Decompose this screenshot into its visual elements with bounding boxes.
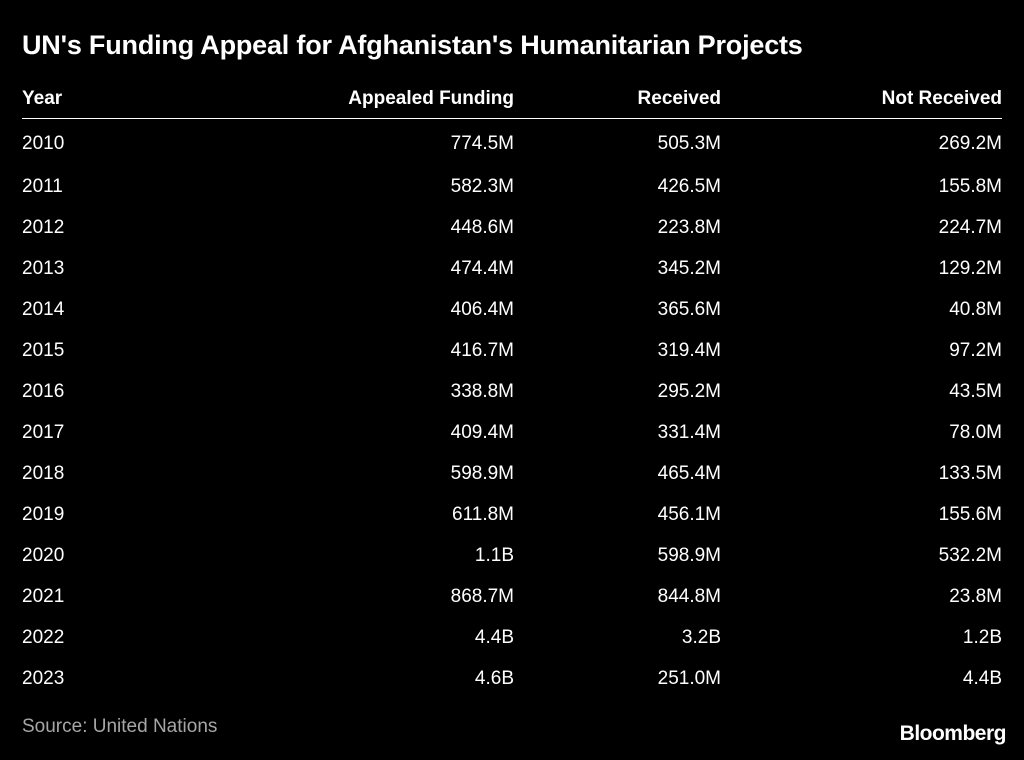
not-received-cell: 269.2M <box>938 133 1002 154</box>
not-received-cell: 43.5M <box>949 380 1002 402</box>
source-note: Source: United Nations <box>22 716 218 737</box>
table-row: 2018 598.9M 465.4M 133.5M <box>22 453 1002 494</box>
appealed-funding-cell: 338.8M <box>450 380 514 402</box>
not-received-cell: 4.4B <box>962 667 1002 689</box>
received-cell: 345.2M <box>657 257 721 279</box>
not-received-cell: 155.6M <box>938 503 1002 525</box>
column-header-year: Year <box>22 80 212 119</box>
bloomberg-logo: Bloomberg <box>899 722 1007 745</box>
appealed-funding-cell: 416.7M <box>450 339 514 361</box>
appealed-funding-cell: 4.6B <box>474 667 514 689</box>
column-header-appealed-funding: Appealed Funding <box>212 80 514 119</box>
not-received-cell: 78.0M <box>949 421 1002 443</box>
not-received-cell: 133.5M <box>938 462 1002 484</box>
not-received-cell: 1.2B <box>962 626 1002 648</box>
not-received-cell: 532.2M <box>938 544 1002 566</box>
table-row: 2020 1.1B 598.9M 532.2M <box>22 535 1002 576</box>
appealed-funding-cell: 4.4B <box>474 626 514 648</box>
table-header: Year Appealed Funding Received Not Recei… <box>22 80 1002 119</box>
year-cell: 2013 <box>22 257 65 279</box>
year-cell: 2018 <box>22 462 65 484</box>
year-cell: 2020 <box>22 544 65 566</box>
received-cell: 251.0M <box>657 667 721 689</box>
appealed-funding-cell: 409.4M <box>450 421 514 443</box>
table-row: 2022 4.4B 3.2B 1.2B <box>22 617 1002 658</box>
appealed-funding-cell: 598.9M <box>450 462 514 484</box>
not-received-cell: 224.7M <box>938 216 1002 238</box>
appealed-funding-cell: 774.5M <box>450 133 514 154</box>
appealed-funding-cell: 474.4M <box>450 257 514 279</box>
received-cell: 319.4M <box>657 339 721 361</box>
appealed-funding-cell: 868.7M <box>450 585 514 607</box>
table-row: 2011 582.3M 426.5M 155.8M <box>22 166 1002 207</box>
funding-table-container: Year Appealed Funding Received Not Recei… <box>22 80 1002 699</box>
table-row: 2016 338.8M 295.2M 43.5M <box>22 371 1002 412</box>
received-cell: 295.2M <box>657 380 721 402</box>
received-cell: 365.6M <box>657 298 721 320</box>
table-row: 2012 448.6M 223.8M 224.7M <box>22 207 1002 248</box>
received-cell: 598.9M <box>657 544 721 566</box>
received-cell: 465.4M <box>657 462 721 484</box>
received-cell: 456.1M <box>657 503 721 525</box>
table-row: 2023 4.6B 251.0M 4.4B <box>22 658 1002 699</box>
header-row: Year Appealed Funding Received Not Recei… <box>22 80 1002 119</box>
not-received-cell: 23.8M <box>949 585 1002 607</box>
table-row: 2014 406.4M 365.6M 40.8M <box>22 289 1002 330</box>
not-received-cell: 155.8M <box>938 175 1002 197</box>
column-header-not-received: Not Received <box>721 80 1002 119</box>
not-received-cell: 40.8M <box>949 298 1002 320</box>
received-cell: 426.5M <box>657 175 721 197</box>
year-cell: 2012 <box>22 216 65 238</box>
year-cell: 2011 <box>22 175 63 197</box>
column-header-received: Received <box>514 80 721 119</box>
year-cell: 2023 <box>22 667 65 689</box>
table-row: 2021 868.7M 844.8M 23.8M <box>22 576 1002 617</box>
not-received-cell: 97.2M <box>949 339 1002 361</box>
received-cell: 844.8M <box>657 585 721 607</box>
year-cell: 2022 <box>22 626 65 648</box>
year-cell: 2021 <box>22 585 65 607</box>
table-row: 2015 416.7M 319.4M 97.2M <box>22 330 1002 371</box>
received-cell: 331.4M <box>657 421 721 443</box>
table-body: 2010 774.5M 505.3M 269.2M 2011 582.3M 426.5M 15… <box>22 119 1002 700</box>
table-row: 2019 611.8M 456.1M 155.6M <box>22 494 1002 535</box>
received-cell: 3.2B <box>681 626 721 648</box>
appealed-funding-cell: 582.3M <box>450 175 514 197</box>
table-row: 2010 774.5M 505.3M 269.2M <box>22 119 1002 167</box>
chart-title: UN's Funding Appeal for Afghanistan's Hu… <box>22 30 803 60</box>
received-cell: 223.8M <box>657 216 721 238</box>
appealed-funding-cell: 448.6M <box>450 216 514 238</box>
not-received-cell: 129.2M <box>938 257 1002 279</box>
received-cell: 505.3M <box>657 133 721 154</box>
year-cell: 2016 <box>22 380 65 402</box>
appealed-funding-cell: 406.4M <box>450 298 514 320</box>
appealed-funding-cell: 1.1B <box>474 544 514 566</box>
year-cell: 2019 <box>22 503 65 525</box>
table-row: 2017 409.4M 331.4M 78.0M <box>22 412 1002 453</box>
funding-table: Year Appealed Funding Received Not Recei… <box>22 80 1002 699</box>
year-cell: 2017 <box>22 421 65 443</box>
year-cell: 2014 <box>22 298 65 320</box>
table-row: 2013 474.4M 345.2M 129.2M <box>22 248 1002 289</box>
year-cell: 2015 <box>22 339 65 361</box>
year-cell: 2010 <box>22 133 65 154</box>
appealed-funding-cell: 611.8M <box>452 503 514 525</box>
